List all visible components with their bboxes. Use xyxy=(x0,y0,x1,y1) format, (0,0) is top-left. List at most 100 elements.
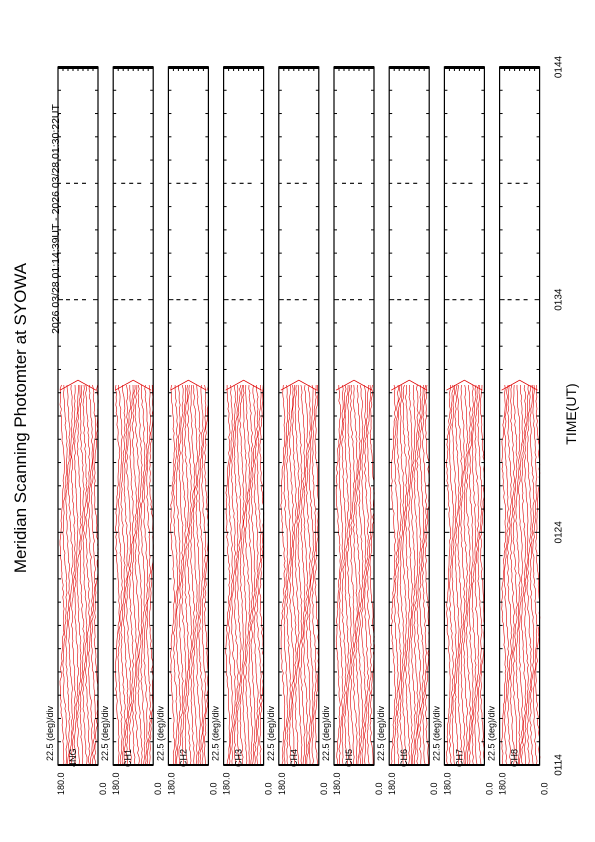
trace-line xyxy=(259,384,265,766)
trace-line xyxy=(396,384,402,766)
trace-line xyxy=(390,384,397,766)
scale-label: 22.5 (deg)/div xyxy=(45,705,55,761)
trace-line xyxy=(201,384,207,766)
end-of-data-mark xyxy=(446,379,483,391)
panel-ticks xyxy=(499,66,540,766)
x-tick-labels: 0114 0124 0134 0144 xyxy=(554,55,565,775)
panel-ticks xyxy=(389,66,430,766)
panel-traces xyxy=(114,379,154,766)
trace-line xyxy=(405,384,411,766)
trace-line xyxy=(117,384,123,766)
trace-line xyxy=(70,384,76,766)
trace-line xyxy=(90,384,96,766)
trace-line xyxy=(225,385,231,766)
panel-grid xyxy=(507,182,532,301)
end-of-data-mark xyxy=(59,379,97,391)
y-max-label: 180.0 xyxy=(387,772,397,795)
panel-grid xyxy=(452,182,477,301)
trace-line xyxy=(474,384,480,766)
trace-line xyxy=(402,384,408,766)
y-min-label: 0.0 xyxy=(98,782,108,795)
trace-line xyxy=(195,384,201,766)
trace-line xyxy=(349,384,355,766)
channel-label: CH4 xyxy=(289,749,299,767)
trace-line xyxy=(248,384,254,765)
panel-grid xyxy=(231,182,256,301)
trace-line xyxy=(454,384,460,766)
y-min-label: 0.0 xyxy=(540,782,550,795)
trace-line xyxy=(512,384,518,766)
panel-ticks xyxy=(444,66,485,766)
panel-ticks xyxy=(278,66,319,766)
trace-line xyxy=(419,384,425,765)
trace-line xyxy=(256,384,262,766)
y-min-label: 0.0 xyxy=(319,782,329,795)
trace-line xyxy=(311,384,317,766)
trace-line xyxy=(140,384,146,766)
trace-line xyxy=(408,384,413,765)
y-max-label: 180.0 xyxy=(498,772,508,795)
trace-line xyxy=(59,384,65,766)
trace-line xyxy=(291,384,297,766)
x-tick-label: 0144 xyxy=(554,55,565,78)
trace-line xyxy=(178,384,184,766)
trace-line xyxy=(286,384,292,766)
trace-line xyxy=(143,384,149,766)
trace-line xyxy=(145,384,152,766)
trace-line xyxy=(399,384,405,766)
trace-line xyxy=(526,384,532,766)
trace-line xyxy=(369,384,375,766)
chart-title: Meridian Scanning Photomter at SYOWA xyxy=(11,262,30,573)
trace-line xyxy=(172,385,179,766)
panel-grid xyxy=(176,182,201,301)
trace-line xyxy=(338,384,344,766)
panel-traces xyxy=(170,379,210,766)
x-tick-label: 0134 xyxy=(554,288,565,311)
trace-line xyxy=(79,384,85,765)
trace-line xyxy=(65,384,71,766)
trace-line xyxy=(250,384,256,766)
end-of-data-mark xyxy=(335,379,373,391)
trace-line xyxy=(85,384,91,766)
trace-line xyxy=(479,384,485,765)
trace-line xyxy=(308,384,314,766)
panel-traces xyxy=(501,379,541,766)
end-of-data-mark xyxy=(391,379,428,391)
panel-traces xyxy=(280,379,320,766)
panel-grid xyxy=(397,182,422,301)
scale-label: 22.5 (deg)/div xyxy=(487,705,497,761)
trace-line xyxy=(198,384,204,766)
trace-line xyxy=(242,384,248,766)
y-min-label: 0.0 xyxy=(484,782,494,795)
trace-line xyxy=(131,384,137,766)
trace-line xyxy=(283,384,289,765)
trace-line xyxy=(181,384,187,766)
trace-line xyxy=(521,384,527,766)
trace-line xyxy=(465,384,471,766)
end-of-data-mark xyxy=(501,379,538,391)
trace-line xyxy=(361,384,367,766)
trace-line xyxy=(120,384,126,766)
trace-line xyxy=(137,384,143,766)
y-min-label: 0.0 xyxy=(153,782,163,795)
y-max-label: 180.0 xyxy=(277,772,287,795)
scale-label: 22.5 (deg)/div xyxy=(431,705,441,761)
trace-line xyxy=(88,384,93,766)
trace-line xyxy=(236,384,242,766)
trace-line xyxy=(344,384,350,766)
panel-grid xyxy=(286,182,311,301)
panel-grid xyxy=(342,182,366,301)
channel-label: CH5 xyxy=(344,749,354,767)
end-of-data-mark xyxy=(280,379,317,391)
trace-line xyxy=(314,384,320,765)
trace-line xyxy=(504,384,510,766)
trace-line xyxy=(509,384,515,766)
panel-traces xyxy=(59,379,99,766)
panel-traces xyxy=(335,379,375,766)
trace-line xyxy=(73,384,79,766)
x-tick-label: 0114 xyxy=(554,754,565,776)
